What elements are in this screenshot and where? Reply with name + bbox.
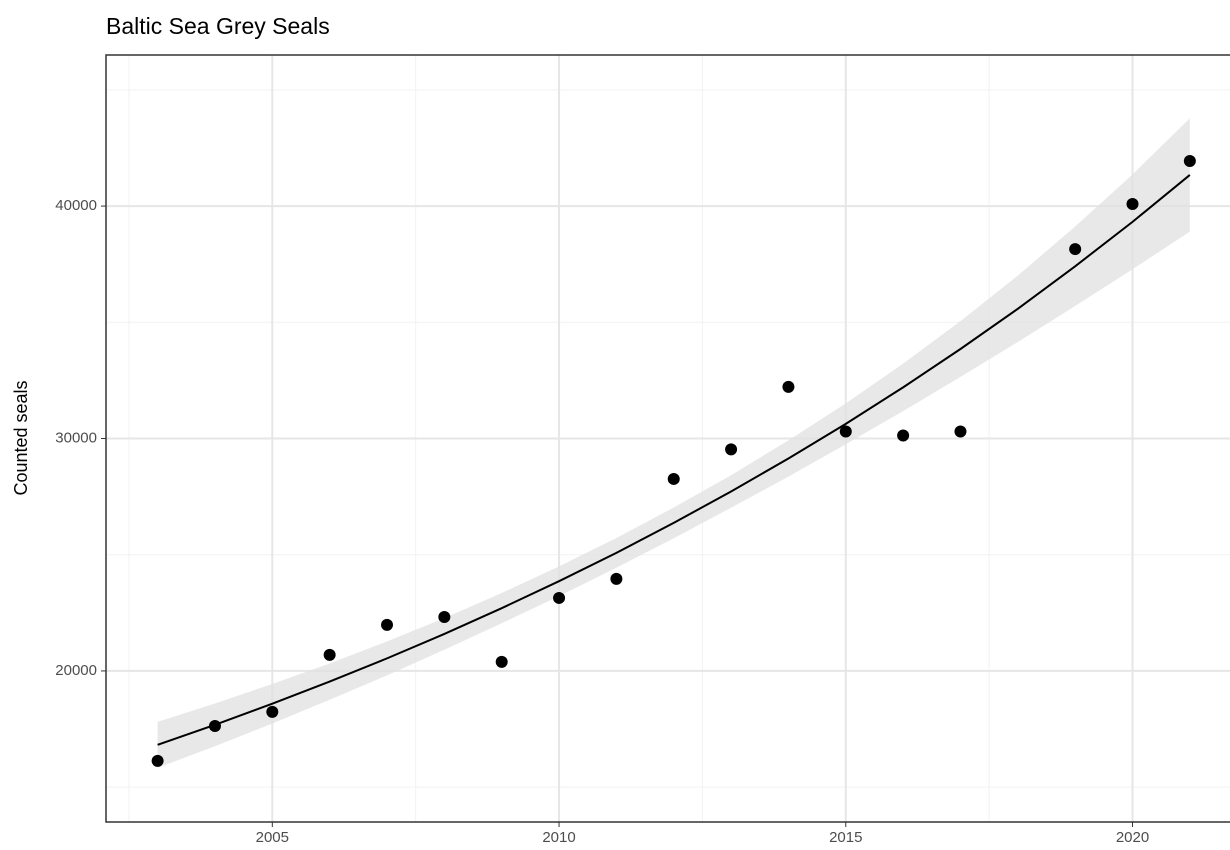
data-point (323, 648, 336, 661)
data-point (782, 380, 795, 393)
fit-line (157, 174, 1191, 746)
data-point (381, 618, 393, 631)
data-point (553, 591, 566, 604)
x-tick-label: 2015 (829, 829, 862, 846)
y-tick-label: 30000 (55, 429, 97, 446)
confidence-band (157, 118, 1190, 768)
data-point (1126, 197, 1139, 210)
data-point (839, 425, 852, 438)
data-point (954, 425, 967, 438)
data-point (1069, 243, 1082, 256)
data-point (438, 611, 451, 624)
data-point (667, 472, 680, 485)
x-tick-label: 2010 (542, 829, 575, 846)
x-tick-label: 2020 (1116, 829, 1149, 846)
x-tick-label: 2005 (256, 829, 289, 846)
chart-title: Baltic Sea Grey Seals (106, 13, 330, 39)
data-point (495, 655, 508, 668)
data-point (208, 720, 221, 733)
y-axis-title: Counted seals (11, 380, 31, 495)
y-tick-label: 40000 (55, 197, 97, 214)
data-point (1183, 154, 1196, 167)
data-point (610, 572, 623, 585)
data-point (897, 429, 910, 442)
data-point (151, 754, 164, 767)
data-point (266, 705, 279, 718)
y-tick-label: 20000 (55, 662, 97, 679)
data-point (725, 443, 738, 456)
panel-border (105, 54, 1230, 823)
